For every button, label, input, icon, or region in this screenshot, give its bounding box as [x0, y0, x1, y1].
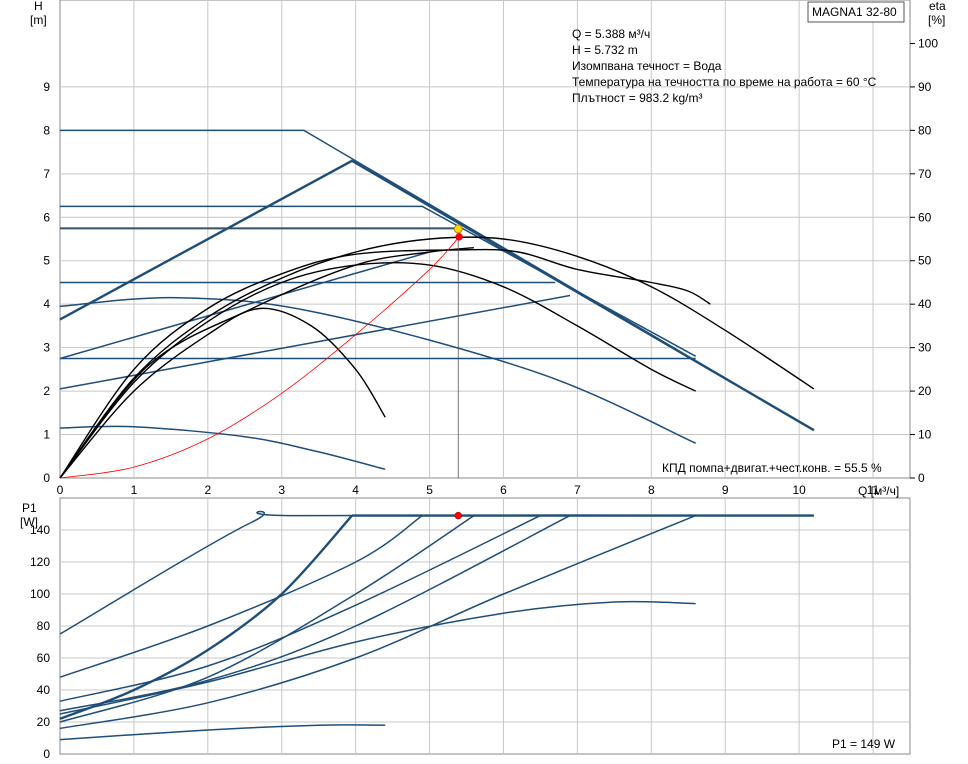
head-tick-label: 2 [43, 384, 50, 398]
head-curve-system [59, 261, 697, 479]
power-tick-label: 60 [37, 651, 51, 665]
power-curve-pump [59, 514, 541, 702]
power-axis-unit: [W] [20, 515, 38, 529]
power-curves [59, 510, 814, 741]
info-head: H = 5.732 m [572, 43, 638, 57]
head-tick-label: 3 [43, 341, 50, 355]
info-liquid: Изомпвана течност = Вода [572, 59, 722, 73]
info-density: Плътност = 983.2 kg/m³ [572, 91, 702, 105]
head-tick-label: 8 [43, 123, 50, 137]
model-label-box [807, 1, 905, 23]
power-curve-pump [59, 724, 386, 741]
eta-tick-label: 20 [918, 384, 932, 398]
power-curve-pump [59, 514, 475, 723]
eta-tick-label: 10 [918, 428, 932, 442]
x-tick-label: 2 [204, 483, 211, 497]
head-curve-pump [59, 425, 386, 471]
head-tick-label: 0 [43, 471, 50, 485]
x-tick-label: 10 [792, 483, 806, 497]
head-tick-label: 1 [43, 428, 50, 442]
power-curve-pump [59, 514, 423, 678]
model-label: MAGNA1 32-80 [812, 5, 897, 19]
axis-ticks: 0 1 2 3 4 5 6 7 8 9 10 1101234567890102030405060708… [30, 36, 938, 761]
power-curve-pump [59, 514, 696, 730]
head-tick-label: 6 [43, 210, 50, 224]
head-axis-label: H [34, 0, 43, 13]
efficiency-point-marker [455, 233, 463, 241]
head-tick-label: 4 [43, 297, 50, 311]
head-curve-system [59, 236, 815, 479]
x-tick-label: 5 [426, 483, 433, 497]
x-tick-label: 8 [648, 483, 655, 497]
head-curves [59, 129, 815, 479]
x-tick-label: 0 [57, 483, 64, 497]
x-tick-label: 6 [500, 483, 507, 497]
head-curve-pump [59, 296, 697, 444]
power-grid [60, 498, 910, 754]
eta-tick-label: 60 [918, 210, 932, 224]
efficiency-note: КПД помпа+двигат.+чест.конв. = 55.5 % [662, 461, 882, 475]
power-point-marker [454, 511, 462, 520]
eta-tick-label: 0 [918, 471, 925, 485]
head-tick-label: 7 [43, 167, 50, 181]
power-curve-pump [59, 514, 571, 712]
power-note: P1 = 149 W [832, 737, 896, 751]
head-axis-unit: [m] [30, 13, 47, 27]
eta-axis-unit: [%] [928, 13, 945, 27]
eta-tick-label: 30 [918, 341, 932, 355]
x-tick-label: 4 [352, 483, 359, 497]
head-curve-system [59, 307, 386, 479]
head-curve-efficiency [59, 236, 460, 479]
head-tick-label: 9 [43, 80, 50, 94]
power-tick-label: 120 [30, 555, 50, 569]
eta-tick-label: 100 [918, 36, 938, 50]
eta-axis-label: eta [929, 0, 946, 13]
power-tick-label: 140 [30, 523, 50, 537]
flow-axis-label: Q [м³/ч] [858, 484, 899, 498]
head-curve-system [59, 248, 711, 479]
info-flow: Q = 5.388 м³/ч [572, 27, 650, 41]
x-tick-label: 9 [722, 483, 729, 497]
duty-point-marker [453, 224, 463, 234]
power-axis-label: P1 [22, 501, 37, 515]
info-temperature: Температура на течността по време на раб… [572, 75, 877, 89]
power-tick-label: 0 [43, 747, 50, 761]
x-tick-label: 7 [574, 483, 581, 497]
power-curve-pump-bold [59, 514, 353, 720]
head-curve-pump-bold [59, 159, 815, 432]
head-curve-pump [59, 251, 430, 360]
power-tick-label: 40 [37, 683, 51, 697]
head-curve-pump [59, 294, 571, 390]
eta-tick-label: 40 [918, 297, 932, 311]
eta-tick-label: 50 [918, 254, 932, 268]
head-curve-system [59, 247, 474, 479]
eta-tick-label: 70 [918, 167, 932, 181]
eta-tick-label: 90 [918, 80, 932, 94]
x-tick-label: 1 [131, 483, 138, 497]
head-curve-pump [60, 205, 697, 357]
x-tick-label: 11 [867, 483, 880, 497]
power-tick-label: 20 [37, 715, 51, 729]
x-tick-label: 3 [278, 483, 285, 497]
eta-tick-label: 80 [918, 123, 932, 137]
power-tick-label: 80 [37, 619, 51, 633]
power-tick-label: 100 [30, 587, 50, 601]
head-tick-label: 5 [43, 254, 50, 268]
power-curve-pump [59, 600, 696, 715]
